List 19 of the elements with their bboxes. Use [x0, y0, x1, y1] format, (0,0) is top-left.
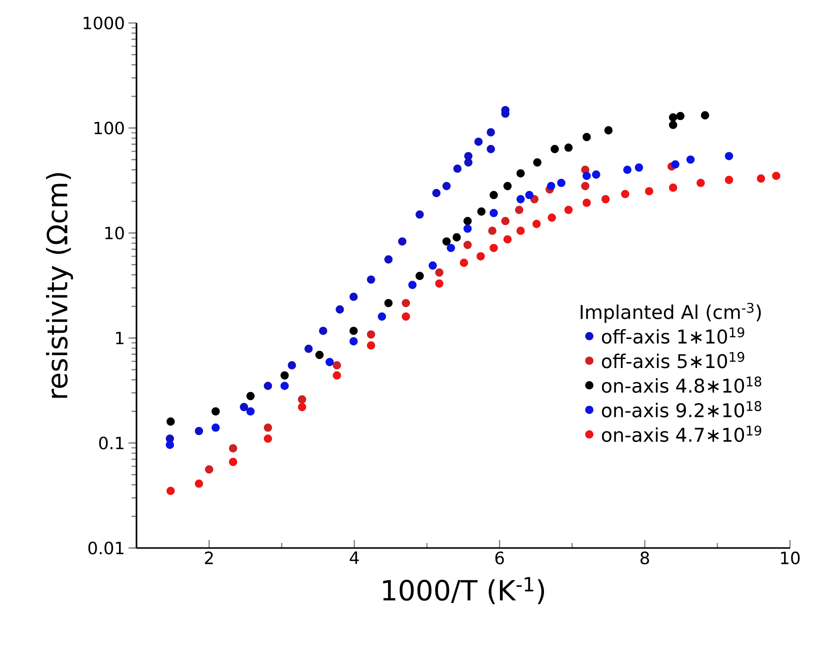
y-tick-label: 1000	[84, 16, 124, 30]
x-tick-label: 2	[204, 552, 213, 564]
x-tick-label: 4	[350, 552, 359, 564]
y-tick-label: 0.1	[99, 436, 124, 450]
legend-label: on-axis 4.7∗10$^{19}$	[602, 426, 762, 442]
legend-label: off-axis 5∗10$^{19}$	[602, 352, 744, 368]
y-tick-label: 100	[94, 122, 124, 134]
legend-label: on-axis 4.8∗10$^{18}$	[602, 376, 762, 393]
legend-title: Implanted Al (cm$^{-3}$)	[580, 302, 761, 323]
y-axis-title: resistivity (Ωcm)	[46, 173, 74, 398]
x-tick-label: 6	[495, 552, 504, 564]
x-axis-title: 1000/T (K$^{-1}$)	[383, 577, 544, 604]
x-tick-label: 10	[781, 552, 800, 564]
x-tick-label: 8	[640, 552, 650, 564]
y-tick-label: 0.01	[88, 542, 124, 554]
y-tick-label: 10	[105, 226, 124, 240]
legend-label: on-axis 9.2∗10$^{18}$	[602, 401, 762, 418]
legend-label: off-axis 1∗10$^{19}$	[602, 327, 744, 344]
y-tick-label: 1	[116, 332, 124, 344]
